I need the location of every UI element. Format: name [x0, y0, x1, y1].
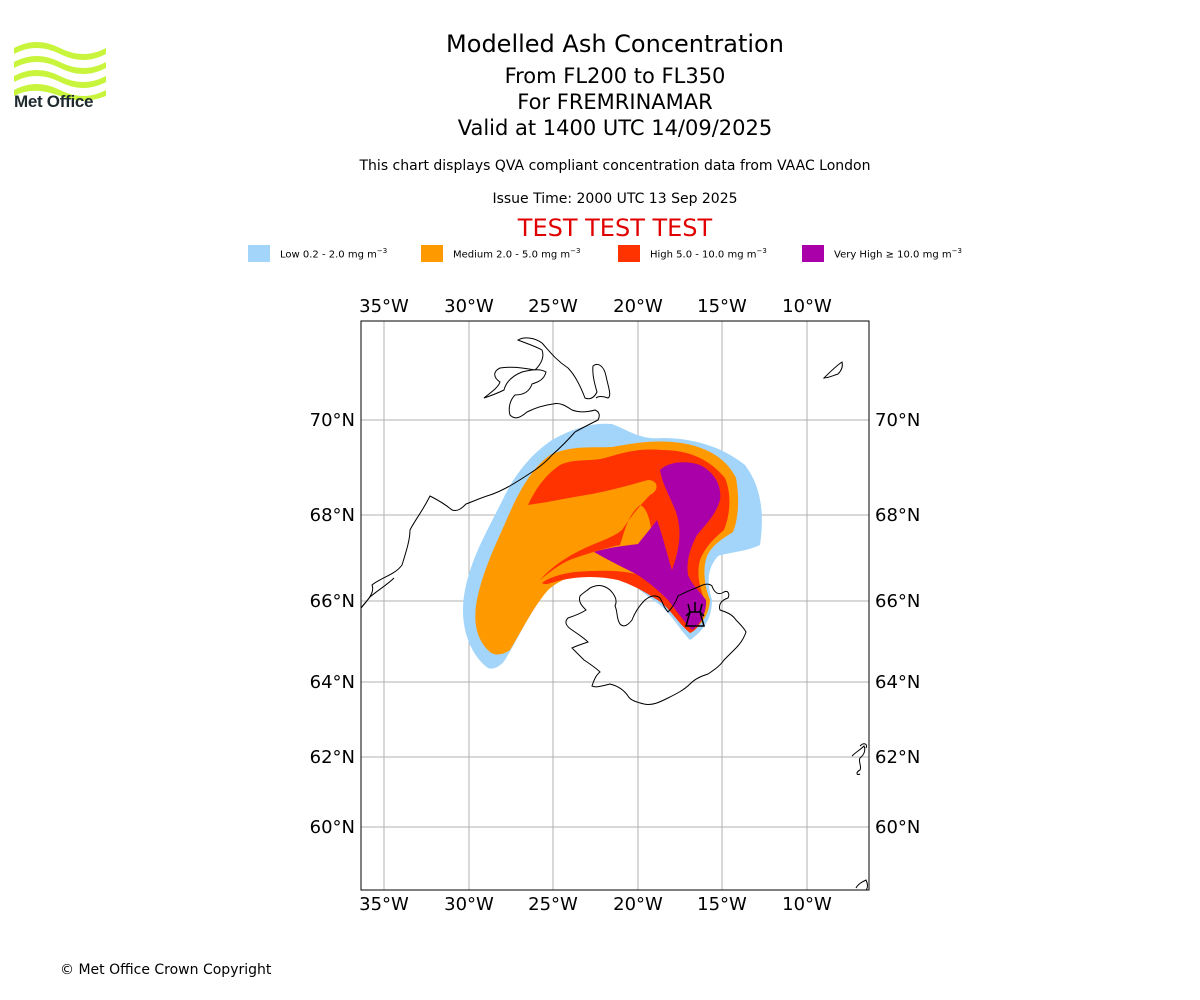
legend-label-medium: Medium 2.0 - 5.0 mg m−3 — [453, 247, 581, 261]
lon-labels-bottom: 35°W 30°W 25°W 20°W 15°W 10°W — [359, 894, 832, 915]
legend-swatch-very-high — [802, 245, 824, 262]
lat-label-66n-right: 66°N — [875, 591, 920, 612]
volcano-name: For FREMRINAMAR — [517, 90, 713, 114]
test-banner: TEST TEST TEST — [517, 214, 713, 242]
lon-label-35w-top: 35°W — [359, 296, 409, 317]
coast-scotland-edge — [855, 879, 868, 890]
lon-label-15w-bottom: 15°W — [697, 894, 747, 915]
lat-label-60n-left: 60°N — [310, 817, 355, 838]
lat-label-64n-right: 64°N — [875, 672, 920, 693]
volcano-icon — [685, 602, 705, 627]
lat-label-70n-left: 70°N — [310, 410, 355, 431]
lon-label-25w-top: 25°W — [528, 296, 578, 317]
lat-label-60n-right: 60°N — [875, 817, 920, 838]
lat-labels-left: 70°N 68°N 66°N 64°N 62°N 60°N — [310, 410, 355, 838]
copyright: © Met Office Crown Copyright — [60, 962, 272, 978]
legend-label-low: Low 0.2 - 2.0 mg m−3 — [280, 247, 388, 261]
lat-label-62n-right: 62°N — [875, 747, 920, 768]
lon-label-35w-bottom: 35°W — [359, 894, 409, 915]
coast-greenland — [361, 337, 611, 609]
coast-greenland-east — [361, 577, 395, 609]
subtitle: This chart displays QVA compliant concen… — [359, 158, 871, 174]
coast-jan-mayen — [822, 361, 843, 379]
lat-label-68n-left: 68°N — [310, 505, 355, 526]
coast-faroes — [851, 743, 867, 775]
flight-levels: From FL200 to FL350 — [504, 64, 726, 88]
ash-very-high-area — [594, 462, 721, 630]
valid-time: Valid at 1400 UTC 14/09/2025 — [457, 116, 773, 140]
lon-label-10w-top: 10°W — [782, 296, 832, 317]
lon-label-15w-top: 15°W — [697, 296, 747, 317]
map-frame — [360, 320, 870, 891]
lon-label-30w-bottom: 30°W — [444, 894, 494, 915]
lat-labels-right: 70°N 68°N 66°N 64°N 62°N 60°N — [875, 410, 920, 838]
lat-label-62n-left: 62°N — [310, 747, 355, 768]
lat-label-66n-left: 66°N — [310, 591, 355, 612]
legend-label-high: High 5.0 - 10.0 mg m−3 — [650, 247, 767, 261]
lat-label-64n-left: 64°N — [310, 672, 355, 693]
lon-labels-top: 35°W 30°W 25°W 20°W 15°W 10°W — [359, 296, 832, 317]
legend-swatch-high — [618, 245, 640, 262]
lat-label-70n-right: 70°N — [875, 410, 920, 431]
lon-label-20w-bottom: 20°W — [613, 894, 663, 915]
chart-title: Modelled Ash Concentration — [446, 30, 784, 58]
issue-time: Issue Time: 2000 UTC 13 Sep 2025 — [492, 191, 738, 207]
lon-label-10w-bottom: 10°W — [782, 894, 832, 915]
lon-label-20w-top: 20°W — [613, 296, 663, 317]
lon-label-25w-bottom: 25°W — [528, 894, 578, 915]
met-office-logo — [14, 42, 106, 101]
logo-text: Met Office — [14, 92, 94, 111]
lat-label-68n-right: 68°N — [875, 505, 920, 526]
legend-label-very-high: Very High ≥ 10.0 mg m−3 — [834, 247, 962, 261]
legend-swatch-low — [248, 245, 270, 262]
coastlines — [361, 337, 868, 890]
coast-iceland — [565, 583, 747, 705]
lon-label-30w-top: 30°W — [444, 296, 494, 317]
legend-swatch-medium — [421, 245, 443, 262]
